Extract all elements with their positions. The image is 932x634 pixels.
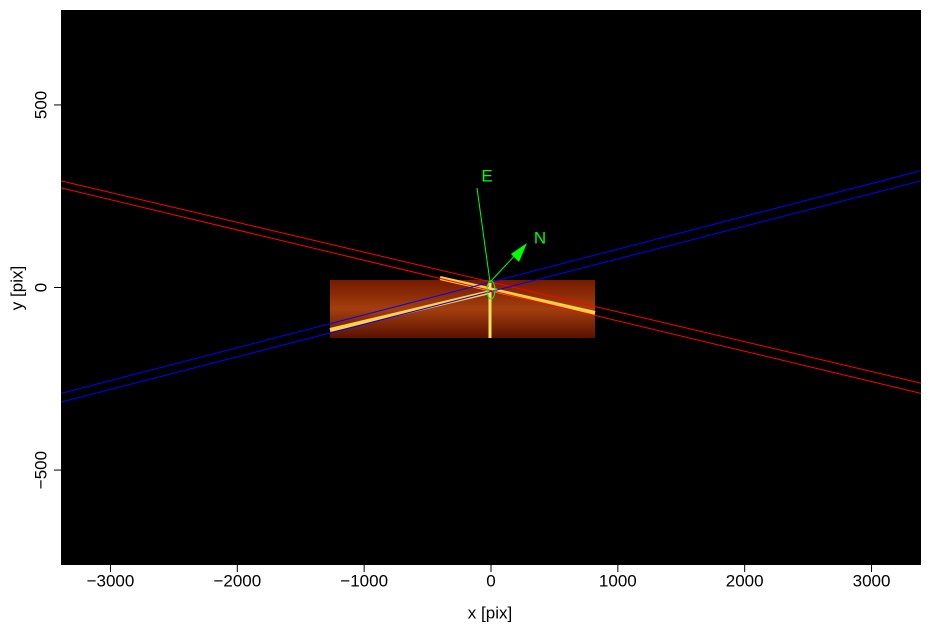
compass-arrow [511, 243, 527, 262]
x-tick-label: 0 [486, 571, 495, 590]
spectral-trace [439, 276, 596, 315]
overlay-line [61, 187, 921, 394]
overlay-line [61, 170, 921, 394]
x-tick-label: −2000 [213, 571, 261, 590]
x-tick-label: 1000 [599, 571, 637, 590]
y-axis-label: y [pix] [7, 266, 26, 310]
x-tick-label: 2000 [726, 571, 764, 590]
y-tick-label: −500 [31, 451, 50, 489]
spectrum-frame [330, 280, 595, 338]
x-axis-label: x [pix] [468, 603, 512, 622]
overlay-line [61, 180, 921, 403]
x-tick-label: −3000 [87, 571, 135, 590]
annotation: E [481, 166, 492, 185]
source-marker [486, 280, 496, 300]
y-tick-label: 0 [31, 283, 50, 292]
image [329, 276, 596, 338]
compass-east [476, 187, 491, 283]
annotation: N [534, 228, 546, 247]
compass: E N [476, 166, 546, 300]
overlays [61, 170, 921, 403]
x-tick-label: −1000 [340, 571, 388, 590]
x-tick-label: 3000 [853, 571, 891, 590]
y-tick-label: 500 [31, 91, 50, 119]
